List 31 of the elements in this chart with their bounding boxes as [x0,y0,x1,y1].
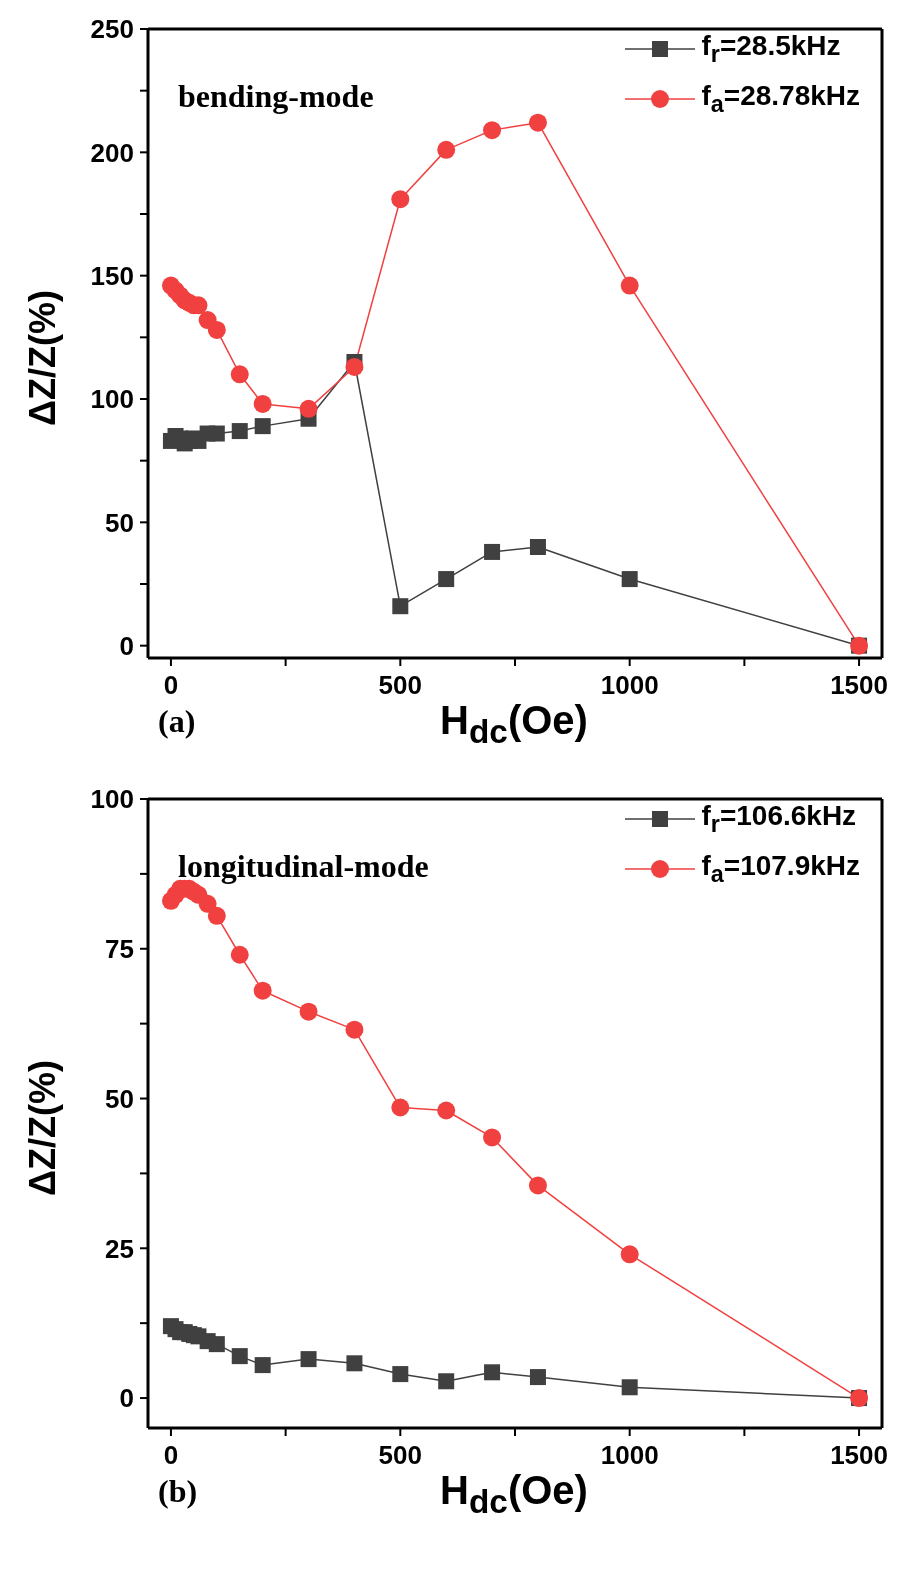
x-tick-label: 1000 [600,1440,659,1471]
text: (b) [158,1473,198,1510]
y-tick-label: 0 [119,630,134,661]
legend-label: f$_{r}$=28.5kHz [701,30,841,68]
y-tick-label: 50 [105,1083,134,1114]
x-axis-title: H$_{dc}$(Oe) [440,698,588,750]
legend-label: f$_{r}$=106.6kHz [701,800,857,838]
y-tick-label: 150 [90,260,134,291]
text: (a) [158,703,196,740]
annotation: longitudinal-mode [178,848,429,885]
y-tick-label: 25 [105,1233,134,1264]
x-tick-label: 1500 [830,1440,888,1471]
y-tick-label: 250 [90,14,134,45]
y-tick-label: 100 [90,784,134,815]
x-axis-title: H$_{dc}$(Oe) [440,1468,588,1520]
x-tick-label: 0 [163,670,179,701]
x-tick-label: 500 [378,1440,423,1471]
y-tick-label: 75 [105,933,134,964]
y-axis-title: ΔZ/Z(%) [22,1060,64,1196]
annotation: bending-mode [178,78,374,115]
x-tick-label: 0 [163,1440,179,1471]
x-tick-label: 500 [378,670,423,701]
legend-label: f$_{a}$=107.9kHz [701,850,860,888]
y-tick-label: 100 [90,384,134,415]
y-tick-label: 0 [119,1383,134,1414]
x-tick-label: 1500 [830,670,888,701]
legend-label: f$_{a}$=28.78kHz [701,80,860,118]
y-tick-label: 50 [105,507,134,538]
y-tick-label: 200 [90,137,134,168]
x-tick-label: 1000 [600,670,659,701]
y-axis-title: ΔZ/Z(%) [22,290,64,426]
